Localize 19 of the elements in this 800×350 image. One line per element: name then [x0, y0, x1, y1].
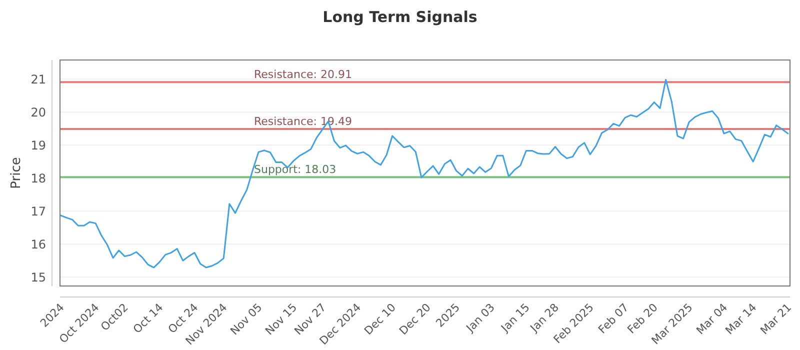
y-tick-label: 19 — [30, 138, 46, 152]
ref-line-label: Resistance: 19.49 — [254, 114, 352, 128]
x-tick-label: Nov 05 — [228, 300, 265, 338]
y-tick-label: 20 — [30, 105, 46, 120]
chart-title: Long Term Signals — [322, 8, 478, 26]
y-tick-label: 21 — [30, 72, 46, 86]
line-series — [60, 79, 789, 268]
x-tick-label: Dec 10 — [362, 300, 398, 338]
x-tick-label: Oct 14 — [130, 300, 166, 336]
x-tick-label: Dec 20 — [396, 300, 434, 338]
ref-line-label: Resistance: 20.91 — [254, 68, 352, 82]
y-tick-label: 15 — [30, 270, 46, 284]
y-tick-label: 18 — [30, 171, 46, 186]
y-tick-label: 17 — [30, 204, 46, 218]
x-tick-label: Mar 21 — [758, 300, 794, 338]
ref-line-label: Support: 18.03 — [254, 163, 336, 176]
y-tick-label: 16 — [30, 237, 46, 252]
y-axis-title: Price — [9, 157, 24, 189]
x-tick-label: Jan 03 — [463, 300, 498, 336]
